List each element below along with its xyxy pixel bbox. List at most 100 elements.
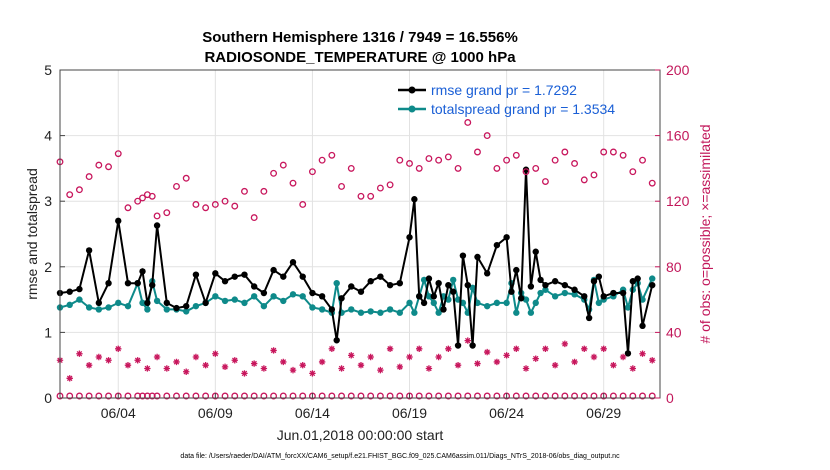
totalspread-point <box>333 280 340 287</box>
rmse-point <box>386 281 394 289</box>
rmse-point <box>289 259 297 266</box>
totalspread-point <box>542 286 549 293</box>
obs-assimilated-point <box>377 366 384 374</box>
rmse-point <box>624 350 632 357</box>
y-left-tick-label: 2 <box>44 259 52 275</box>
obs-possible-point <box>619 151 627 159</box>
totalspread-point <box>493 299 501 307</box>
rmse-point <box>483 270 491 277</box>
obs-possible-point <box>532 164 540 172</box>
obs-possible-point <box>590 171 598 179</box>
obs-assimilated-point <box>396 363 404 371</box>
obs-assimilated-point <box>192 353 200 361</box>
x-tick-label: 06/14 <box>295 405 330 421</box>
obs-possible-zero-point <box>483 392 491 400</box>
obs-possible-point <box>202 204 210 212</box>
rmse-point <box>333 337 340 344</box>
obs-possible-point <box>444 153 452 161</box>
y-right-label: # of obs: o=possible; ×=assimilated <box>697 124 713 343</box>
y-left-tick-label: 0 <box>44 390 52 406</box>
obs-possible-point <box>308 168 316 176</box>
rmse-point <box>517 295 525 302</box>
totalspread-point <box>532 299 539 307</box>
obs-assimilated-point <box>221 363 229 371</box>
obs-possible-point <box>95 161 103 169</box>
rmse-point <box>571 286 578 293</box>
y-right-tick-label: 200 <box>666 62 690 78</box>
x-tick-label: 06/04 <box>101 405 136 421</box>
totalspread-point <box>153 297 161 305</box>
rmse-point <box>508 288 515 295</box>
obs-assimilated-point <box>280 358 287 366</box>
rmse-point <box>318 293 326 300</box>
obs-assimilated-point <box>590 353 598 361</box>
rmse-point <box>221 278 229 285</box>
obs-possible-zero-point <box>551 392 559 400</box>
rmse-point <box>595 273 603 280</box>
y-left-tick-label: 1 <box>44 324 52 340</box>
rmse-point <box>445 281 452 289</box>
rmse-point <box>357 288 365 295</box>
obs-assimilated-point <box>241 370 248 377</box>
rmse-point <box>85 247 93 254</box>
obs-possible-point <box>435 156 443 164</box>
rmse-point <box>581 293 588 300</box>
chart-subtitle: RADIOSONDE_TEMPERATURE @ 1000 hPa <box>204 49 516 66</box>
obs-assimilated-point <box>445 345 452 352</box>
obs-possible-point <box>474 148 481 156</box>
rmse-point <box>144 299 151 307</box>
rmse-point <box>551 278 559 285</box>
rmse-point <box>634 275 641 282</box>
obs-assimilated-point <box>513 345 520 352</box>
obs-assimilated-point <box>270 347 277 354</box>
obs-assimilated-point <box>551 362 559 369</box>
obs-possible-point <box>139 194 146 202</box>
obs-possible-point <box>114 150 122 158</box>
y-right-tick-label: 120 <box>666 193 690 209</box>
rmse-point <box>66 288 73 295</box>
rmse-point <box>474 253 481 261</box>
rmse-point <box>527 283 535 290</box>
obs-assimilated-point <box>318 358 326 366</box>
obs-possible-zero-point <box>386 392 394 400</box>
obs-possible-point <box>522 168 530 176</box>
y-left-label: rmse and totalspread <box>24 168 40 300</box>
obs-possible-zero-point <box>279 392 287 400</box>
obs-assimilated-point <box>202 362 209 369</box>
obs-possible-zero-point <box>435 392 443 400</box>
totalspread-point <box>163 306 170 313</box>
obs-possible-zero-point <box>124 392 132 400</box>
y-right-tick-label: 160 <box>666 128 690 144</box>
rmse-point <box>522 166 530 173</box>
totalspread-point <box>551 293 559 300</box>
obs-possible-point <box>357 192 365 200</box>
rmse-point <box>450 288 457 295</box>
obs-possible-zero-point <box>396 392 404 400</box>
rmse-point <box>124 280 132 287</box>
obs-possible-point <box>182 174 190 182</box>
rmse-point <box>183 302 190 310</box>
rmse-point <box>139 268 146 275</box>
obs-possible-zero-point <box>425 392 433 400</box>
y-left-axis: 0 1 2 3 4 5 <box>44 62 65 406</box>
totalspread-point <box>318 306 326 313</box>
rmse-point <box>250 283 258 290</box>
rmse-point <box>416 293 423 300</box>
obs-possible-zero-point <box>415 392 423 400</box>
obs-possible-zero-point <box>139 392 146 400</box>
obs-possible-zero-point <box>66 392 74 400</box>
obs-assimilated-point <box>619 353 627 361</box>
obs-possible-zero-point <box>561 392 569 400</box>
x-tick-label: 06/19 <box>392 405 427 421</box>
totalspread-point <box>348 306 355 313</box>
rmse-point <box>76 285 83 293</box>
obs-assimilated-point <box>299 362 306 369</box>
obs-possible-point <box>85 173 93 181</box>
obs-possible-point <box>541 178 549 185</box>
rmse-point <box>537 276 544 284</box>
obs-possible-zero-point <box>134 392 142 400</box>
obs-assimilated-point <box>522 365 530 372</box>
rmse-point <box>425 275 433 282</box>
rmse-point <box>406 234 413 241</box>
chart-title: Southern Hemisphere 1316 / 7949 = 16.556… <box>202 29 518 46</box>
